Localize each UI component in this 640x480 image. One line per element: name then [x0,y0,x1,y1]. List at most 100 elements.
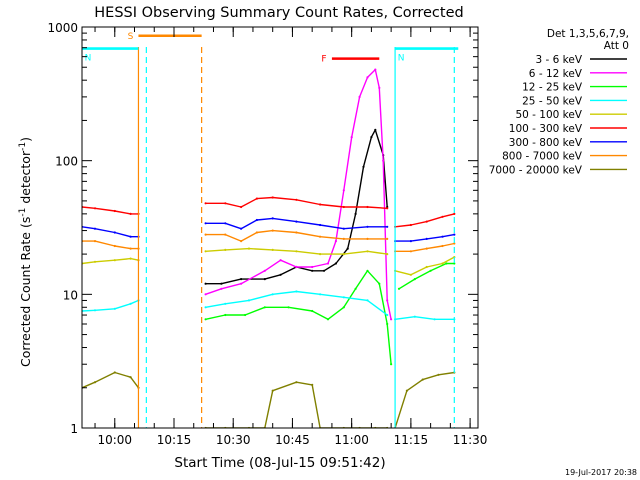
data-point-4-2-2 [224,302,227,305]
data-point-7-2-6 [295,220,298,223]
data-point-8-1-3 [113,244,116,248]
data-point-4-2-3 [247,299,251,302]
flag-bars: S N N F [82,32,459,65]
data-point-1-1-5 [279,273,282,276]
x-tick-label-4: 10:45 [275,433,310,447]
data-point-5-2-3 [247,247,251,250]
data-point-2-1-2 [220,287,223,290]
data-point-8-2-3 [240,240,243,243]
data-point-7-1-4 [129,235,132,238]
data-point-4-3-3 [433,318,436,321]
data-point-1-1-9 [334,262,337,265]
data-point-3-1-12 [386,322,389,326]
y-axis-label: Corrected Count Rate (s-1 detector-1) [18,137,33,367]
data-point-8-3-2 [409,250,412,253]
series-line-8-segment-2 [205,229,388,242]
data-point-5-2-5 [295,250,298,253]
axes: 1 10 100 1000 10:00 10:15 10:30 10:45 11:00 11:15… [47,21,487,447]
data-point-6-1-3 [113,209,116,213]
y-tick-label-2: 10 [63,288,78,302]
data-point-3-1-5 [287,306,290,309]
data-point-7-2-10 [386,225,389,228]
data-point-6-3-3 [425,220,428,223]
data-point-6-2-2 [224,202,227,205]
data-point-3-2-3 [429,269,432,272]
data-point-1-1-8 [322,269,326,272]
series-line-6-segment-2 [205,196,388,209]
data-point-8-3-3 [425,247,428,250]
data-point-8-2-1 [204,233,207,236]
data-point-8-2-5 [271,229,274,232]
series-line-1-segment-1 [205,129,388,285]
data-point-1-1-3 [240,278,243,281]
series-line-2-segment-1 [205,68,392,320]
y-tick-label-4: 1000 [47,21,78,35]
data-point-7-1-3 [113,231,116,234]
data-point-8-2-9 [366,237,369,240]
data-point-5-2-2 [224,248,227,251]
data-point-8-1-2 [93,240,97,243]
data-point-6-2-1 [204,202,207,205]
data-point-4-2-6 [319,293,322,296]
data-point-2-1-16 [382,159,385,162]
data-point-2-1-3 [240,282,243,285]
data-point-5-3-3 [425,265,428,269]
data-point-2-1-10 [342,189,345,192]
data-point-6-2-3 [240,205,243,209]
data-point-3-1-3 [244,313,247,317]
data-point-9-2-7 [311,383,314,386]
legend-label-1: 3 - 6 keV [535,54,582,66]
data-point-5-1-2 [93,260,97,263]
data-point-9-3-4 [437,373,440,376]
legend-label-9: 7000 - 20000 keV [489,164,583,176]
data-point-6-2-9 [366,205,369,209]
flag-label-2: N [85,54,92,64]
x-tick-label-2: 10:15 [157,433,192,447]
data-point-2-1-8 [326,262,330,265]
data-point-4-1-3 [113,307,116,310]
data-point-1-1-4 [263,278,266,281]
data-point-9-3-2 [405,389,408,392]
data-point-6-3-2 [409,223,412,227]
data-point-2-1-12 [358,95,361,98]
data-point-6-2-5 [271,196,274,199]
data-point-8-2-4 [255,231,258,234]
data-point-4-3-2 [413,315,416,318]
timestamp: 19-Jul-2017 20:38 [565,468,637,477]
data-point-1-1-11 [354,212,357,215]
data-point-3-2-1 [397,287,401,290]
data-point-7-3-4 [441,235,444,238]
x-tick-label-3: 10:30 [216,433,251,447]
data-point-3-1-6 [311,309,314,313]
data-point-6-3-4 [441,215,444,218]
data-point-7-1-2 [93,227,97,230]
data-point-1-1-10 [346,247,349,250]
data-point-2-1-5 [279,259,282,262]
x-tick-label-1: 10:00 [97,433,132,447]
data-point-2-1-7 [311,265,314,269]
data-point-8-2-2 [224,233,227,236]
data-point-6-3-5 [453,212,456,215]
data-point-3-2-2 [413,278,416,281]
data-point-1-1-14 [374,128,377,131]
data-point-3-1-4 [263,306,266,309]
data-point-6-2-7 [319,203,322,206]
data-point-9-1-2 [93,381,97,384]
data-point-7-2-3 [240,227,243,230]
flag-label-1: S [128,32,134,42]
x-tick-label-6: 11:15 [394,433,429,447]
data-point-6-2-6 [295,198,298,201]
legend-label-6: 100 - 300 keV [509,123,583,135]
data-point-7-3-2 [409,240,412,243]
data-point-4-2-4 [271,293,274,296]
data-point-5-2-8 [366,250,369,253]
x-axis-label: Start Time (08-Jul-15 09:51:42) [174,455,385,471]
data-point-9-3-3 [421,378,424,381]
plot-frame [81,26,479,429]
data-point-2-1-4 [263,269,266,272]
data-point-8-2-7 [319,235,322,238]
data-point-9-1-4 [129,376,132,379]
series-line-4-segment-3 [395,316,455,320]
data-point-2-1-18 [390,318,393,321]
